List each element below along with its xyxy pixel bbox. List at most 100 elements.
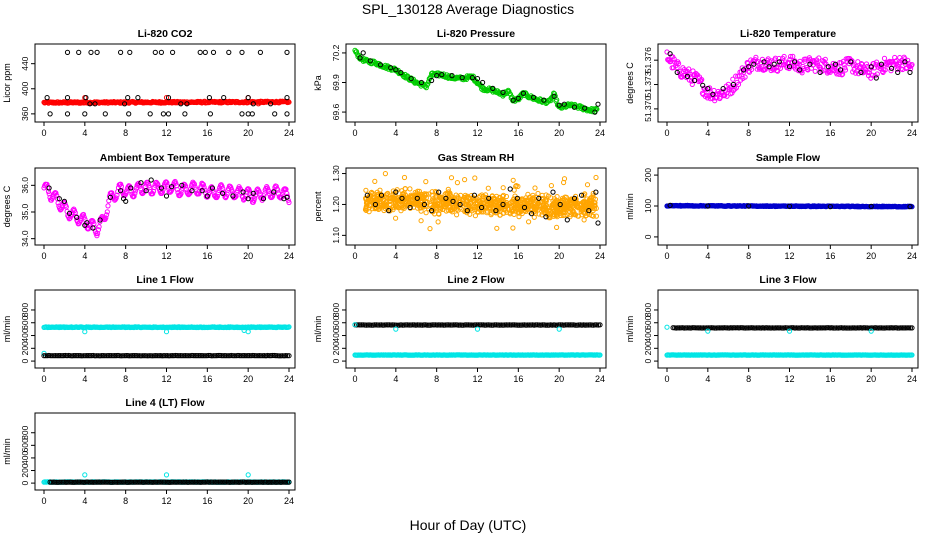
data-point <box>74 353 80 359</box>
series-black-1 <box>667 202 913 210</box>
x-tick-label: 8 <box>434 374 439 384</box>
data-point <box>191 181 197 187</box>
data-point <box>590 193 596 199</box>
y-axis-label: Licor ppm <box>2 63 12 103</box>
data-point <box>817 69 823 76</box>
data-point <box>741 67 747 73</box>
data-point <box>64 49 71 56</box>
data-point <box>500 185 506 191</box>
data-point <box>572 322 578 328</box>
data-point <box>66 216 72 222</box>
data-point <box>129 479 135 485</box>
data-point <box>147 111 153 117</box>
data-point <box>273 353 279 359</box>
data-point <box>286 199 292 206</box>
data-point <box>812 68 818 74</box>
data-point <box>586 202 592 208</box>
y-tick-label: 1.30 <box>331 165 341 182</box>
data-point <box>368 190 374 196</box>
data-point <box>80 353 87 359</box>
data-point <box>87 353 93 359</box>
data-point <box>270 352 276 359</box>
data-point <box>881 55 888 62</box>
x-tick-label: 12 <box>161 251 171 261</box>
data-point <box>730 81 737 88</box>
y-tick-label: 0 <box>20 358 30 363</box>
data-point <box>515 95 521 101</box>
data-point <box>199 479 205 485</box>
data-point <box>523 322 529 328</box>
data-point <box>368 193 374 199</box>
x-tick-label: 24 <box>284 128 294 138</box>
data-point <box>487 322 493 328</box>
data-point <box>462 192 468 198</box>
data-point <box>375 322 381 328</box>
data-point <box>807 61 813 67</box>
data-point <box>689 325 696 331</box>
data-point <box>210 49 217 56</box>
data-point <box>494 200 500 206</box>
data-point <box>789 325 795 331</box>
data-point <box>816 55 822 61</box>
x-tick-label: 4 <box>82 128 87 138</box>
plot-frame <box>34 412 296 491</box>
data-point <box>240 353 246 359</box>
data-point <box>462 177 468 183</box>
data-point <box>686 66 692 72</box>
x-tick-label: 24 <box>595 251 605 261</box>
data-point <box>586 208 592 214</box>
data-point <box>57 353 64 359</box>
data-point <box>239 111 245 117</box>
data-point <box>497 194 503 200</box>
data-point <box>520 90 527 96</box>
data-point <box>54 193 60 199</box>
series-black-1 <box>364 186 601 226</box>
data-point <box>510 225 516 231</box>
data-point <box>247 191 253 197</box>
chart-title: Li-820 CO2 <box>138 28 193 40</box>
data-point <box>110 479 116 485</box>
data-point <box>769 58 775 64</box>
data-point <box>457 201 463 208</box>
data-point <box>238 353 244 359</box>
data-point <box>418 79 424 86</box>
y-tick-label: 200 <box>20 341 30 355</box>
chart-title: Line 2 Flow <box>447 274 505 286</box>
x-tick-label: 24 <box>595 128 605 138</box>
data-point <box>735 81 742 88</box>
x-tick-label: 16 <box>202 374 212 384</box>
data-point <box>46 185 52 191</box>
data-point <box>205 352 211 359</box>
data-point <box>99 353 105 359</box>
data-point <box>842 65 848 71</box>
data-layer <box>362 171 601 232</box>
y-tick-label: 600 <box>20 438 30 452</box>
data-point <box>393 215 399 221</box>
data-point <box>58 479 64 485</box>
data-point <box>895 69 901 76</box>
data-point <box>746 203 752 209</box>
x-tick-label: 4 <box>705 251 710 261</box>
data-point <box>771 61 777 67</box>
data-point <box>424 322 430 328</box>
data-point <box>765 325 771 331</box>
data-point <box>79 353 85 359</box>
data-point <box>423 179 429 185</box>
x-tick-label: 12 <box>784 128 794 138</box>
y-axis-label: ml/min <box>2 438 12 465</box>
plot-frame <box>657 289 919 369</box>
data-point <box>251 197 257 203</box>
data-point <box>507 186 513 192</box>
data-point <box>584 196 590 202</box>
data-point <box>450 198 456 204</box>
data-point <box>428 203 434 209</box>
y-tick-label: 1.10 <box>331 227 341 244</box>
y-tick-label: 36.0 <box>20 177 30 194</box>
data-point <box>878 61 885 67</box>
y-tick-label: 400 <box>331 328 341 342</box>
data-point <box>246 353 253 359</box>
x-tick-label: 16 <box>513 251 523 261</box>
data-point <box>401 174 408 181</box>
